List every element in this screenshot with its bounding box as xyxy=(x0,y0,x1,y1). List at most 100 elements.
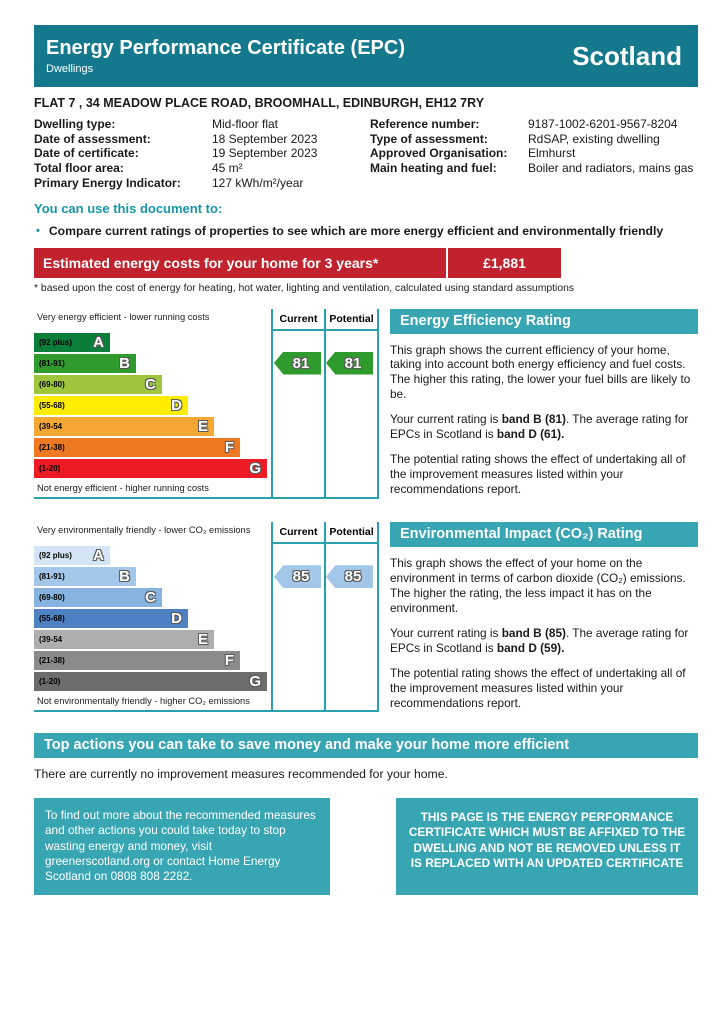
band-letter: D xyxy=(171,610,182,628)
band-range-label: (92 plus) xyxy=(39,551,72,561)
detail-label: Main heating and fuel: xyxy=(370,160,497,175)
column-divider xyxy=(324,308,326,497)
text-segment: band D (61). xyxy=(496,427,565,442)
potential-column-header: Potential xyxy=(329,526,374,539)
band-letter: C xyxy=(145,589,156,607)
top-actions-note: There are currently no improvement measu… xyxy=(34,766,448,781)
property-address: FLAT 7 , 34 MEADOW PLACE ROAD, BROOMHALL… xyxy=(34,96,485,110)
detail-label: Reference number: xyxy=(370,117,480,131)
text-segment: . The average rating for EPCs in Scotlan… xyxy=(390,412,689,442)
current-column-header: Current xyxy=(279,526,318,539)
chart-caption-bottom: Not energy efficient - higher running co… xyxy=(37,482,209,493)
cost-banner-label: Estimated energy costs for your home for… xyxy=(34,247,446,278)
detail-value: 19 September 2023 xyxy=(212,146,318,161)
detail-value: 45 m² xyxy=(212,160,243,175)
page-subtitle: Dwellings xyxy=(46,63,94,75)
energy-cost-banner: Estimated energy costs for your home for… xyxy=(34,247,698,278)
band-range-label: (69-80) xyxy=(39,593,65,603)
text-segment: band D (59). xyxy=(496,641,565,656)
detail-value: 9187-1002-6201-9567-8204 xyxy=(528,117,678,131)
detail-label: Dwelling type: xyxy=(34,117,116,131)
section-paragraph: The potential rating shows the effect of… xyxy=(390,452,698,497)
property-details: Dwelling type: Mid-floor flat Date of asse… xyxy=(34,117,698,190)
band-bar-d: (55-68) D xyxy=(34,395,188,415)
band-range-label: (1-20) xyxy=(39,677,61,687)
usage-bullet-row: Compare current ratings of properties to… xyxy=(34,224,698,239)
environmental-impact-chart: Very environmentally friendly - lower CO… xyxy=(34,522,379,713)
detail-value: RdSAP, existing dwelling xyxy=(528,131,660,146)
environmental-impact-panel: Environmental Impact (CO₂) Rating This g… xyxy=(390,522,698,721)
band-bar-a: (92 plus) A xyxy=(34,332,110,352)
section-paragraph: The potential rating shows the effect of… xyxy=(390,666,698,711)
band-letter: A xyxy=(93,547,104,565)
band-letter: G xyxy=(249,459,261,477)
band-range-label: (55-68) xyxy=(39,400,65,410)
band-bar-c: (69-80) C xyxy=(34,588,162,608)
section-text-environment: This graph shows the effect of your home… xyxy=(390,556,698,711)
page-title: Energy Performance Certificate (EPC) xyxy=(46,37,406,59)
column-header-underline xyxy=(273,542,377,545)
certificate-header: Energy Performance Certificate (EPC) Dwe… xyxy=(34,25,698,87)
current-rating-arrow: 85 xyxy=(274,565,321,589)
environmental-impact-row: Very environmentally friendly - lower CO… xyxy=(34,522,698,721)
detail-row: Type of assessment: RdSAP, existing dwell… xyxy=(370,132,698,147)
epc-certificate-page: Energy Performance Certificate (EPC) Dwe… xyxy=(0,0,724,895)
detail-label: Type of assessment: xyxy=(370,131,488,146)
band-range-label: (39-54 xyxy=(39,635,63,645)
energy-efficiency-panel: Energy Efficiency Rating This graph show… xyxy=(390,308,698,508)
usage-heading: You can use this document to: xyxy=(34,201,223,217)
text-segment: . The average rating for EPCs in Scotlan… xyxy=(390,626,689,656)
band-letter: F xyxy=(224,438,234,456)
cost-footnote: * based upon the cost of energy for heat… xyxy=(34,282,575,294)
band-letter: D xyxy=(171,396,182,414)
detail-value: Boiler and radiators, mains gas xyxy=(528,160,694,175)
section-paragraph: Your current rating is band B (81). The … xyxy=(390,412,698,442)
band-bar-f: (21-38) F xyxy=(34,437,240,457)
rating-columns: Current Potential xyxy=(271,522,379,711)
potential-rating-arrow: 85 xyxy=(326,565,373,589)
band-range-label: (69-80) xyxy=(39,379,65,389)
band-bar-e: (39-54 E xyxy=(34,416,214,436)
band-bar-b: (81-91) B xyxy=(34,353,136,373)
band-bar-g: (1-20) G xyxy=(34,672,267,692)
band-bar-e: (39-54 E xyxy=(34,630,214,650)
band-bar-g: (1-20) G xyxy=(34,458,267,478)
band-range-label: (21-38) xyxy=(39,442,65,452)
band-bar-c: (69-80) C xyxy=(34,374,162,394)
detail-label: Total floor area: xyxy=(34,160,124,175)
section-paragraph: This graph shows the current efficiency … xyxy=(390,343,698,403)
current-column-header: Current xyxy=(279,312,318,325)
band-range-label: (92 plus) xyxy=(39,337,72,347)
band-range-label: (39-54 xyxy=(39,421,63,431)
detail-value: Mid-floor flat xyxy=(212,117,279,131)
text-segment: This graph shows the effect of your home… xyxy=(390,556,686,616)
more-info-box: To find out more about the recommended m… xyxy=(34,797,330,895)
details-left-column: Dwelling type: Mid-floor flat Date of asse… xyxy=(34,117,370,190)
detail-label: Date of assessment: xyxy=(34,131,151,146)
band-letter: F xyxy=(224,652,234,670)
column-divider xyxy=(324,522,326,711)
band-range-label: (81-91) xyxy=(39,358,65,368)
energy-efficiency-chart: Very energy efficient - lower running co… xyxy=(34,308,379,499)
band-bar-d: (55-68) D xyxy=(34,609,188,629)
header-left: Energy Performance Certificate (EPC) Dwe… xyxy=(46,37,405,75)
text-segment: The potential rating shows the effect of… xyxy=(390,452,686,497)
detail-value: 127 kWh/m²/year xyxy=(212,175,304,190)
rating-columns: Current Potential xyxy=(271,308,379,497)
current-rating-arrow: 81 xyxy=(274,351,321,375)
section-text-energy: This graph shows the current efficiency … xyxy=(390,343,698,498)
bullet-icon xyxy=(36,224,40,239)
band-letter: A xyxy=(93,333,104,351)
band-letter: G xyxy=(249,673,261,691)
detail-row: Main heating and fuel: Boiler and radiato… xyxy=(370,161,698,176)
detail-row: Total floor area: 45 m² xyxy=(34,161,370,176)
chart-caption-bottom: Not environmentally friendly - higher CO… xyxy=(37,696,250,707)
band-range-label: (1-20) xyxy=(39,463,61,473)
detail-row: Approved Organisation: Elmhurst xyxy=(370,146,698,161)
detail-row: Dwelling type: Mid-floor flat xyxy=(34,117,370,132)
detail-value: Elmhurst xyxy=(528,146,576,161)
band-range-label: (55-68) xyxy=(39,614,65,624)
text-segment: This graph shows the current efficiency … xyxy=(390,342,691,402)
text-segment: band B (85) xyxy=(501,626,566,641)
details-right-column: Reference number: 9187-1002-6201-9567-820… xyxy=(370,117,698,190)
